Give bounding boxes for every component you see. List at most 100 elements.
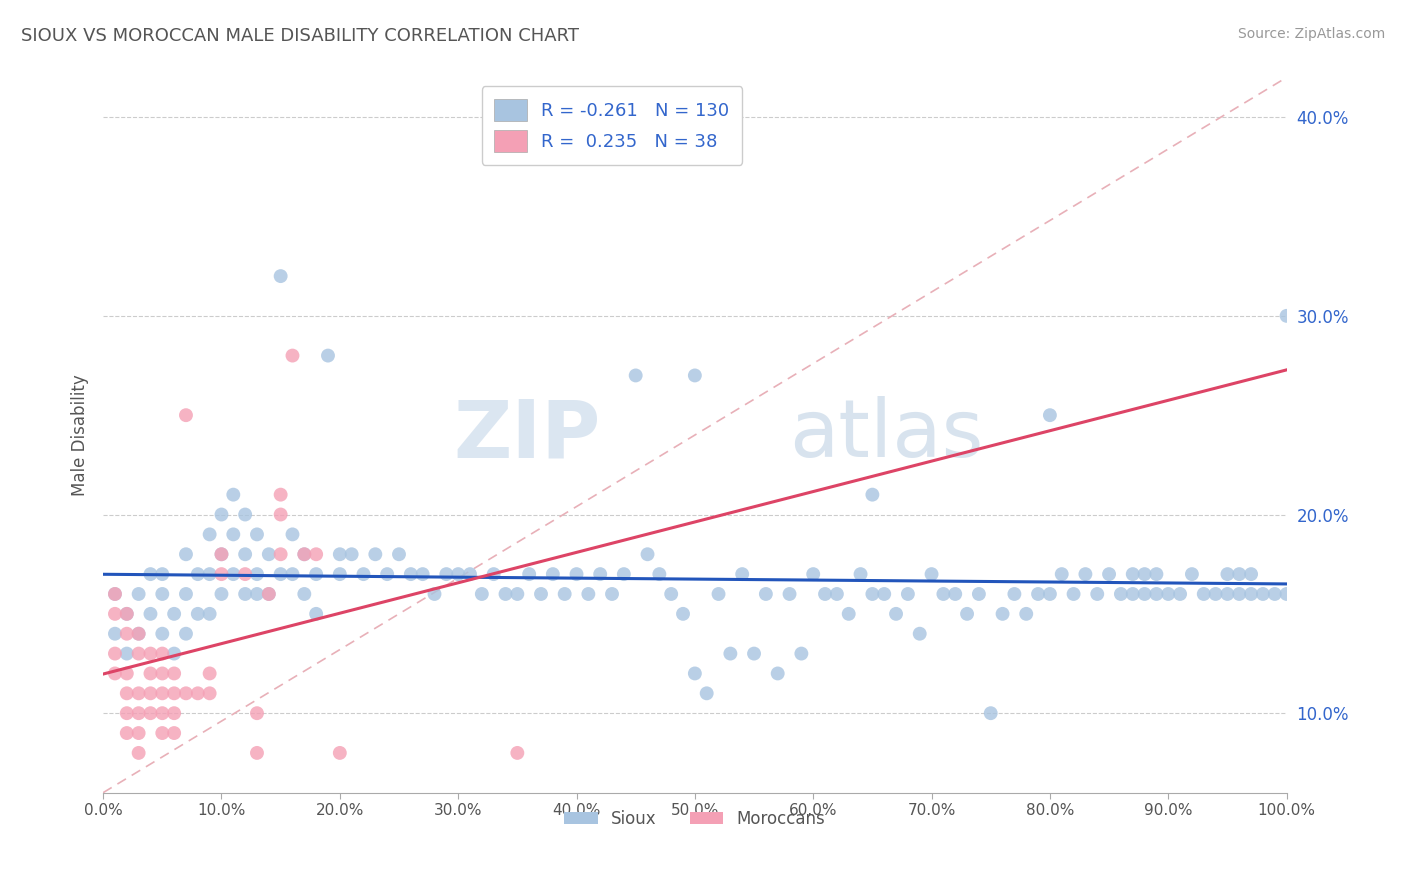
Point <box>329 547 352 561</box>
Point <box>281 349 304 363</box>
Point <box>967 587 990 601</box>
Point <box>921 567 943 582</box>
Point <box>115 666 138 681</box>
Point <box>1002 587 1025 601</box>
Point <box>163 607 186 621</box>
Point <box>198 686 221 700</box>
Point <box>187 686 209 700</box>
Point <box>104 587 127 601</box>
Point <box>139 647 162 661</box>
Point <box>1168 587 1191 601</box>
Point <box>115 607 138 621</box>
Point <box>128 746 150 760</box>
Point <box>292 587 315 601</box>
Point <box>672 607 695 621</box>
Point <box>458 567 481 582</box>
Point <box>565 567 588 582</box>
Point <box>174 686 197 700</box>
Point <box>589 567 612 582</box>
Point <box>1240 567 1263 582</box>
Point <box>150 587 173 601</box>
Point <box>696 686 718 700</box>
Point <box>1133 587 1156 601</box>
Point <box>270 269 292 284</box>
Text: atlas: atlas <box>790 396 984 474</box>
Point <box>211 547 233 561</box>
Point <box>163 666 186 681</box>
Point <box>150 626 173 640</box>
Point <box>1251 587 1274 601</box>
Point <box>211 567 233 582</box>
Point <box>128 726 150 740</box>
Point <box>128 626 150 640</box>
Point <box>495 587 517 601</box>
Point <box>506 746 529 760</box>
Point <box>115 647 138 661</box>
Point <box>1264 587 1286 601</box>
Point <box>1216 567 1239 582</box>
Point <box>860 587 883 601</box>
Point <box>1275 309 1298 323</box>
Point <box>128 587 150 601</box>
Point <box>943 587 966 601</box>
Point <box>198 567 221 582</box>
Point <box>316 349 339 363</box>
Y-axis label: Male Disability: Male Disability <box>72 374 89 496</box>
Point <box>233 567 256 582</box>
Text: SIOUX VS MOROCCAN MALE DISABILITY CORRELATION CHART: SIOUX VS MOROCCAN MALE DISABILITY CORREL… <box>21 27 579 45</box>
Point <box>637 547 659 561</box>
Point <box>731 567 754 582</box>
Point <box>1144 587 1167 601</box>
Point <box>506 587 529 601</box>
Legend: Sioux, Moroccans: Sioux, Moroccans <box>558 803 832 834</box>
Point <box>305 607 328 621</box>
Point <box>246 706 269 721</box>
Point <box>801 567 824 582</box>
Point <box>897 587 920 601</box>
Point <box>1133 567 1156 582</box>
Point <box>600 587 623 601</box>
Point <box>222 488 245 502</box>
Point <box>423 587 446 601</box>
Point <box>115 726 138 740</box>
Point <box>104 647 127 661</box>
Point <box>139 706 162 721</box>
Point <box>246 567 269 582</box>
Point <box>150 666 173 681</box>
Point <box>530 587 553 601</box>
Point <box>246 746 269 760</box>
Point <box>139 686 162 700</box>
Point <box>849 567 872 582</box>
Point <box>104 587 127 601</box>
Point <box>305 567 328 582</box>
Point <box>1205 587 1227 601</box>
Point <box>211 587 233 601</box>
Point <box>1240 587 1263 601</box>
Point <box>270 547 292 561</box>
Point <box>128 647 150 661</box>
Point <box>1074 567 1097 582</box>
Point <box>1015 607 1038 621</box>
Point <box>1050 567 1073 582</box>
Point <box>838 607 860 621</box>
Point <box>211 508 233 522</box>
Point <box>150 647 173 661</box>
Point <box>174 547 197 561</box>
Point <box>980 706 1002 721</box>
Point <box>128 626 150 640</box>
Point <box>104 626 127 640</box>
Point <box>648 567 671 582</box>
Point <box>1039 587 1062 601</box>
Point <box>281 527 304 541</box>
Point <box>814 587 837 601</box>
Point <box>150 686 173 700</box>
Point <box>755 587 778 601</box>
Point <box>340 547 363 561</box>
Point <box>1039 408 1062 422</box>
Point <box>659 587 682 601</box>
Point <box>1122 587 1144 601</box>
Point <box>1109 587 1132 601</box>
Point <box>1063 587 1085 601</box>
Point <box>517 567 540 582</box>
Point <box>353 567 375 582</box>
